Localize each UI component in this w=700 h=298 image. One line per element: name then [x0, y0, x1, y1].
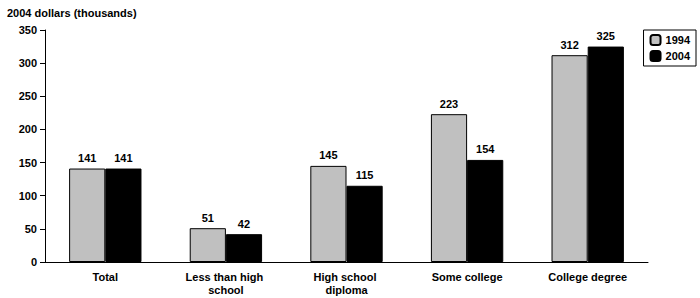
svg-text:141: 141 [78, 152, 96, 164]
svg-text:200: 200 [19, 123, 37, 135]
svg-text:115: 115 [356, 169, 374, 181]
svg-text:1994: 1994 [666, 34, 691, 46]
svg-text:42: 42 [238, 218, 250, 230]
svg-text:300: 300 [19, 57, 37, 69]
svg-text:223: 223 [440, 98, 458, 110]
svg-text:diploma: diploma [325, 284, 368, 296]
svg-text:0: 0 [31, 256, 37, 268]
svg-text:Some college: Some college [432, 271, 503, 283]
svg-text:Less than high: Less than high [186, 271, 267, 283]
svg-text:312: 312 [560, 39, 578, 51]
svg-text:154: 154 [476, 143, 495, 155]
svg-text:141: 141 [114, 152, 132, 164]
svg-text:50: 50 [25, 223, 37, 235]
svg-text:51: 51 [202, 212, 214, 224]
svg-text:Total: Total [93, 271, 118, 283]
svg-text:250: 250 [19, 90, 37, 102]
svg-text:325: 325 [597, 30, 615, 42]
svg-text:College degree: College degree [548, 271, 627, 283]
svg-text:145: 145 [319, 149, 337, 161]
svg-text:150: 150 [19, 157, 37, 169]
svg-text:350: 350 [19, 24, 37, 36]
svg-text:school: school [208, 284, 243, 296]
svg-text:100: 100 [19, 190, 37, 202]
svg-text:High school: High school [314, 271, 380, 283]
svg-text:2004 dollars (thousands): 2004 dollars (thousands) [7, 7, 137, 19]
svg-text:2004: 2004 [666, 50, 691, 62]
